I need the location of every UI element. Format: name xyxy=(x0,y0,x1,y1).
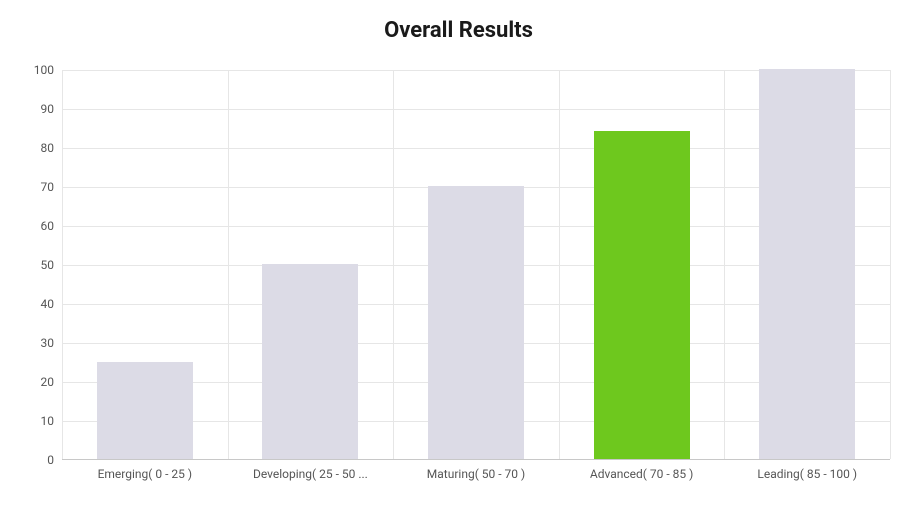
x-axis-tick-label: Leading( 85 - 100 ) xyxy=(757,467,857,481)
y-axis-tick-label: 90 xyxy=(41,102,55,116)
y-axis-tick-label: 20 xyxy=(41,375,55,389)
gridline-vertical xyxy=(890,70,891,459)
y-axis-tick-label: 40 xyxy=(41,297,55,311)
gridline-vertical xyxy=(559,70,560,459)
x-axis-tick-label: Developing( 25 - 50 ... xyxy=(253,467,368,481)
bar xyxy=(759,69,855,459)
gridline-vertical xyxy=(228,70,229,459)
y-axis-tick-label: 0 xyxy=(47,453,54,467)
bar xyxy=(428,186,524,459)
y-axis-tick-label: 10 xyxy=(41,414,55,428)
chart-plot-area: 0102030405060708090100Emerging( 0 - 25 )… xyxy=(62,70,890,460)
gridline-vertical xyxy=(393,70,394,459)
chart-title: Overall Results xyxy=(0,0,917,53)
bar xyxy=(262,264,358,459)
y-axis-tick-label: 50 xyxy=(41,258,55,272)
y-axis-tick-label: 30 xyxy=(41,336,55,350)
gridline-vertical xyxy=(62,70,63,459)
y-axis-tick-label: 60 xyxy=(41,219,55,233)
bar xyxy=(97,362,193,460)
y-axis-tick-label: 70 xyxy=(41,180,55,194)
y-axis-tick-label: 80 xyxy=(41,141,55,155)
x-axis-tick-label: Maturing( 50 - 70 ) xyxy=(427,467,525,481)
bar xyxy=(594,131,690,459)
x-axis-tick-label: Advanced( 70 - 85 ) xyxy=(590,467,693,481)
gridline-vertical xyxy=(724,70,725,459)
x-axis-tick-label: Emerging( 0 - 25 ) xyxy=(98,467,192,481)
y-axis-tick-label: 100 xyxy=(34,63,54,77)
